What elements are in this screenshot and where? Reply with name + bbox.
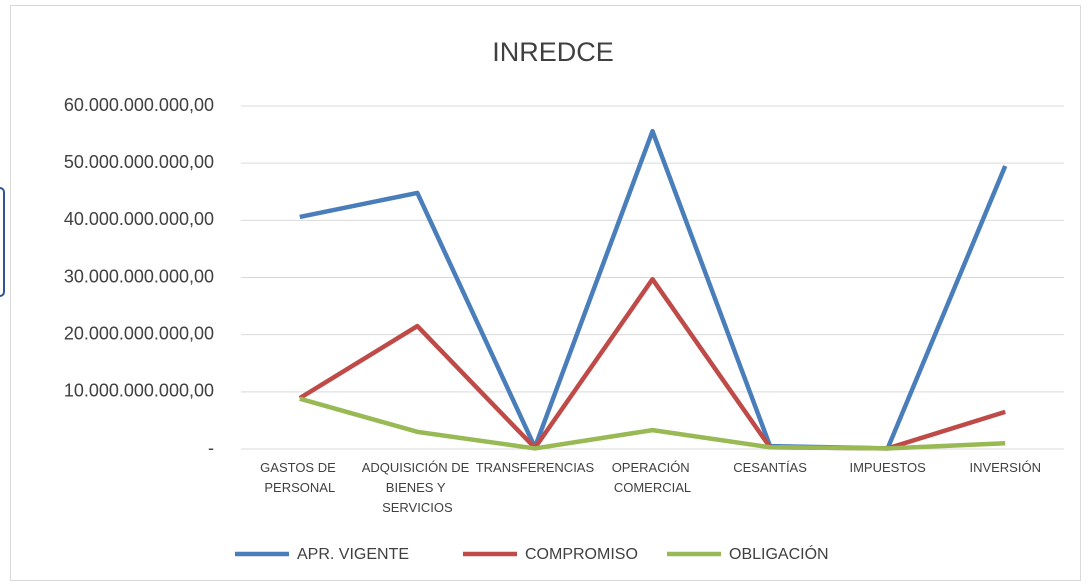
x-tick-label: CESANTÍAS: [733, 460, 807, 475]
y-tick-label: 30.000.000.000,00: [64, 266, 214, 286]
x-tick-label: GASTOS DE PERSONAL: [260, 460, 339, 495]
chart-title: INREDCE: [492, 37, 614, 67]
x-tick-label: IMPUESTOS: [849, 460, 926, 475]
y-tick-label: 60.000.000.000,00: [64, 95, 214, 115]
y-tick-label: 10.000.000.000,00: [64, 381, 214, 401]
series-line: [299, 396, 1006, 451]
x-tick-label: ADQUISICIÓN DE BIENES Y SERVICIOS: [362, 460, 473, 515]
legend-label: OBLIGACIÓN: [729, 544, 829, 563]
y-tick-label: 20.000.000.000,00: [64, 323, 214, 343]
y-tick-label: -: [208, 438, 214, 458]
edge-decoration: [0, 187, 5, 297]
x-tick-label: OPERACIÓN COMERCIAL: [612, 460, 694, 495]
legend-label: APR. VIGENTE: [297, 546, 409, 563]
chart-frame: [10, 5, 1081, 581]
legend-label: COMPROMISO: [525, 546, 638, 563]
x-tick-label: INVERSIÓN: [969, 460, 1041, 475]
y-tick-label: 50.000.000.000,00: [64, 152, 214, 172]
x-tick-label: TRANSFERENCIAS: [476, 460, 595, 475]
y-tick-label: 40.000.000.000,00: [64, 209, 214, 229]
